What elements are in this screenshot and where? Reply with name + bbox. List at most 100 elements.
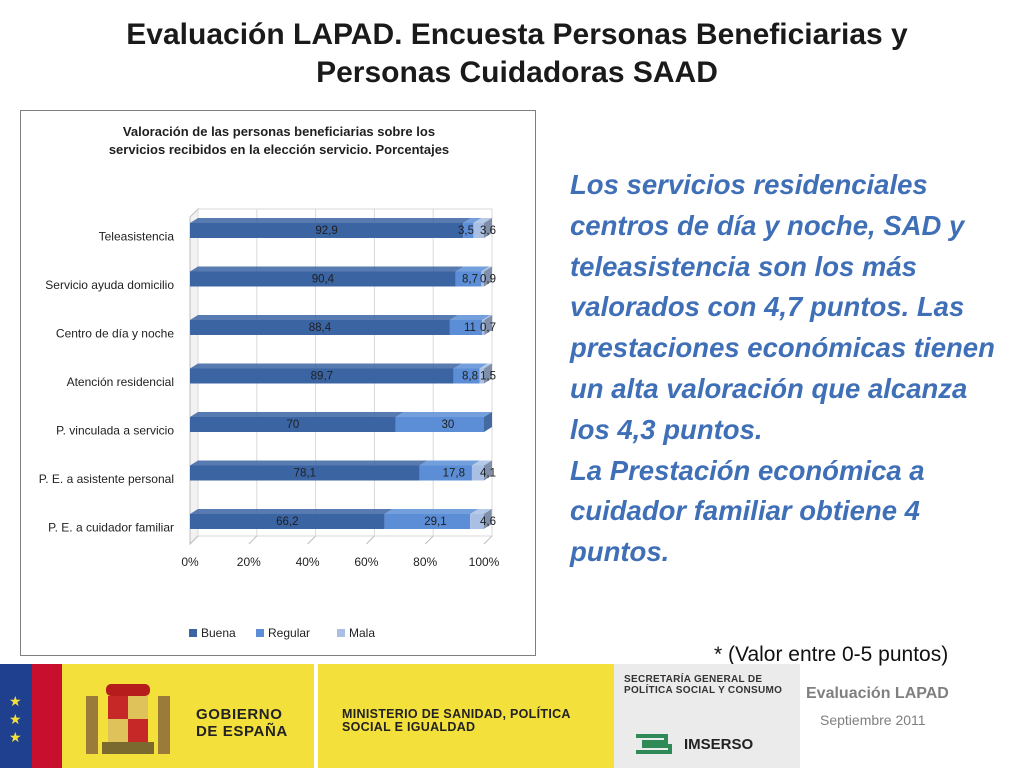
data-label: 1,5 <box>480 371 496 383</box>
bar-top-face <box>384 509 479 514</box>
data-label: 4,1 <box>480 468 496 480</box>
data-label: 70 <box>287 419 300 431</box>
data-label: 78,1 <box>294 468 316 480</box>
data-label: 3,5 <box>458 225 474 237</box>
bar-top-face <box>481 266 492 272</box>
bar-segment <box>190 223 464 238</box>
bar-chart: Valoración de las personas beneficiarias… <box>39 124 500 640</box>
legend-label: Buena <box>201 626 236 640</box>
category-label: P. E. a asistente personal <box>39 472 174 486</box>
star-icon: ★ <box>9 711 22 727</box>
slide-title: Evaluación LAPAD. Encuesta Personas Bene… <box>126 18 908 89</box>
bar-segment <box>190 368 454 384</box>
ministerio-logo: MINISTERIO DE SANIDAD, POLÍTICA SOCIAL E… <box>318 664 614 768</box>
imserso-text: IMSERSO <box>684 736 754 753</box>
bar-end-face <box>484 460 492 481</box>
data-label: 8,8 <box>462 371 478 383</box>
footer-date-label: Septiembre 2011 <box>820 712 926 728</box>
category-label: Servicio ayuda domicilio <box>45 278 174 292</box>
imserso-icon <box>632 728 674 758</box>
x-tick-label: 0% <box>181 555 199 569</box>
bar-segment <box>190 514 385 529</box>
bar-top-face <box>463 218 482 223</box>
coat-of-arms-icon <box>86 684 170 754</box>
chart-title: servicios recibidos en la elección servi… <box>109 142 449 157</box>
bar-segment <box>463 223 474 238</box>
eu-flag-strip: ★ ★ ★ <box>0 664 32 768</box>
footer-logos: ★ ★ ★ GOBIERNO DE ESPAÑA MINISTERIO DE S… <box>0 664 1024 768</box>
bar-end-face <box>484 218 492 238</box>
category-label: P. vinculada a servicio <box>56 424 174 438</box>
category-label: P. E. a cuidador familiar <box>48 521 174 535</box>
bar-top-face <box>479 363 492 369</box>
chart-frame: Valoración de las personas beneficiarias… <box>20 110 536 656</box>
chart-title: Valoración de las personas beneficiarias… <box>123 124 435 139</box>
gridline-floor <box>424 535 434 545</box>
gobierno-logo: GOBIERNO DE ESPAÑA <box>62 664 314 768</box>
bar-top-face <box>470 509 492 514</box>
summary-text: Los servicios residenciales centros de d… <box>570 165 1010 573</box>
bar-top-face <box>419 460 480 466</box>
bar-segment <box>419 465 472 481</box>
gridline-floor <box>483 535 493 545</box>
bar-top-face <box>190 363 462 369</box>
data-label: 90,4 <box>312 274 335 286</box>
bar-top-face <box>190 460 428 466</box>
data-label: 0,9 <box>480 274 496 286</box>
bar-top-face <box>190 412 404 417</box>
bar-segment <box>455 271 482 287</box>
data-label: 66,2 <box>276 516 298 528</box>
bar-top-face <box>482 315 493 320</box>
bar-segment <box>190 271 456 287</box>
x-tick-label: 100% <box>469 555 500 569</box>
gridline-floor <box>307 535 316 545</box>
gridline-floor <box>189 535 199 545</box>
bar-end-face <box>484 315 493 335</box>
bar-end-face <box>484 363 492 384</box>
data-label: 88,4 <box>309 322 332 334</box>
bar-segment <box>482 320 485 335</box>
data-label: 3,6 <box>480 225 496 237</box>
data-label: 92,9 <box>315 225 337 237</box>
bar-segment <box>481 271 484 287</box>
bar-top-face <box>449 315 491 320</box>
summary-paragraph-2: La Prestación económica a cuidador famil… <box>570 454 925 568</box>
bar-segment <box>479 368 484 384</box>
bar-segment <box>190 417 396 432</box>
x-tick-label: 40% <box>296 555 320 569</box>
bar-segment <box>190 320 450 335</box>
bar-segment <box>190 465 420 481</box>
bar-top-face <box>471 460 492 466</box>
footnote: * (Valor entre 0-5 puntos) <box>714 643 949 666</box>
bar-segment <box>395 417 484 432</box>
bar-segment <box>449 320 483 335</box>
footer-eval-label: Evaluación LAPAD <box>806 685 949 702</box>
bar-top-face <box>190 218 472 223</box>
ministerio-text: MINISTERIO DE SANIDAD, POLÍTICA SOCIAL E… <box>342 707 571 734</box>
legend-label: Regular <box>268 626 310 640</box>
summary-paragraph-1: Los servicios residenciales centros de d… <box>570 169 995 445</box>
x-tick-label: 20% <box>237 555 261 569</box>
x-tick-label: 60% <box>354 555 378 569</box>
data-label: 30 <box>442 419 455 431</box>
gridline-floor <box>366 535 375 545</box>
data-label: 8,7 <box>462 274 478 286</box>
bar-top-face <box>473 218 492 223</box>
data-label: 89,7 <box>311 371 333 383</box>
gobierno-text: GOBIERNO DE ESPAÑA <box>196 706 288 740</box>
bar-top-face <box>190 266 464 272</box>
category-label: Centro de día y noche <box>56 327 174 341</box>
bar-segment <box>470 514 484 529</box>
star-icon: ★ <box>9 693 22 709</box>
legend-swatch <box>337 629 345 637</box>
data-label: 11 <box>464 322 476 334</box>
category-label: Atención residencial <box>67 375 174 389</box>
bar-end-face <box>484 412 492 432</box>
flag-red-strip <box>32 664 62 768</box>
bar-top-face <box>455 266 490 272</box>
legend-label: Mala <box>349 626 375 640</box>
x-tick-label: 80% <box>413 555 437 569</box>
data-label: 4,6 <box>480 516 496 528</box>
star-icon: ★ <box>9 729 22 745</box>
bar-segment <box>473 223 484 238</box>
